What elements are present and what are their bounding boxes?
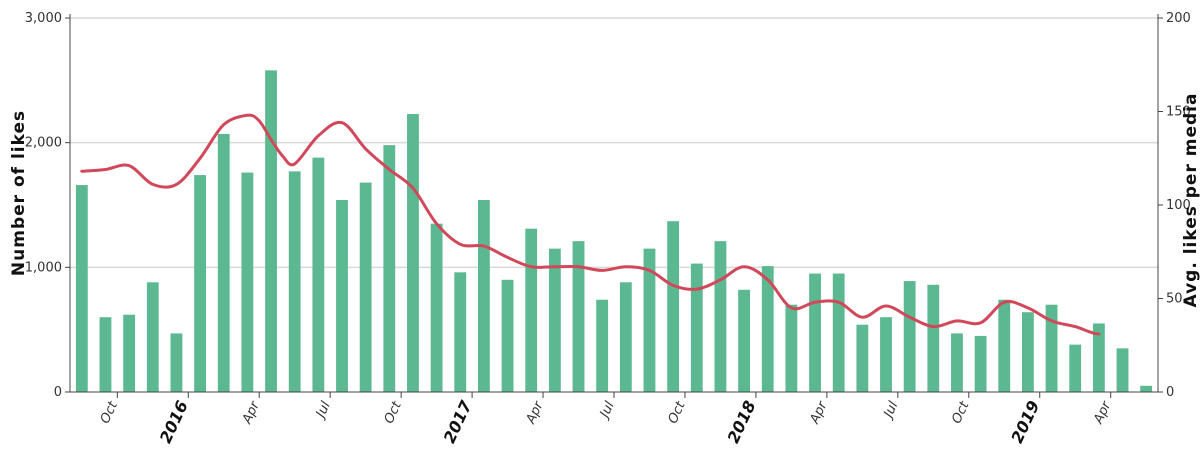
- grid-lines: [70, 17, 1158, 269]
- right-tick-label: 100: [1166, 198, 1191, 213]
- bar: [1069, 344, 1082, 392]
- bar: [761, 266, 774, 392]
- bar: [75, 185, 88, 392]
- bar: [1022, 312, 1034, 392]
- x-year-label: 2016: [156, 398, 192, 446]
- x-month-label: Oct: [949, 399, 972, 427]
- bar: [880, 317, 892, 392]
- bar: [194, 175, 206, 392]
- x-month-label: Apr: [807, 398, 831, 427]
- bar: [525, 228, 538, 392]
- x-month-label: Jul: [596, 399, 618, 423]
- bar: [667, 221, 680, 392]
- bar: [548, 248, 561, 392]
- right-axis-title: Avg. likes per media: [1181, 93, 1201, 308]
- bar: [217, 133, 230, 392]
- x-year-label: 2019: [1007, 398, 1043, 446]
- x-year-label: 2018: [723, 398, 759, 446]
- bar: [856, 324, 869, 392]
- line-series: [80, 113, 1101, 336]
- right-tick-label: 200: [1166, 11, 1191, 26]
- bar: [359, 182, 372, 392]
- left-y-ticks: 0 1,000 2,000 3,000: [25, 11, 70, 400]
- bar: [714, 241, 727, 392]
- right-tick-label: 0: [1166, 385, 1174, 400]
- bar-series: [75, 70, 1153, 393]
- bar: [785, 304, 798, 392]
- bar: [430, 223, 443, 392]
- left-axis-title: Number of likes: [9, 110, 29, 276]
- bar: [903, 281, 916, 392]
- left-tick-label: 2,000: [25, 136, 62, 151]
- bar: [832, 273, 845, 392]
- bar: [170, 333, 183, 392]
- x-month-label: Oct: [98, 399, 121, 427]
- bar: [1140, 385, 1153, 392]
- axes: [69, 14, 1159, 393]
- right-tick-label: 50: [1166, 292, 1183, 307]
- bar: [1092, 323, 1105, 392]
- bar: [265, 70, 277, 393]
- bar: [501, 279, 514, 392]
- bar: [738, 289, 750, 392]
- x-year-label: 2017: [440, 397, 476, 446]
- bar: [407, 113, 419, 392]
- bar: [288, 171, 301, 392]
- avg-likes-line: [80, 113, 1101, 336]
- bar: [596, 299, 609, 392]
- x-month-label: Apr: [523, 398, 547, 427]
- bar: [951, 333, 963, 392]
- bar: [383, 145, 396, 392]
- bar: [1116, 348, 1129, 392]
- bar: [809, 273, 821, 392]
- bar: [146, 282, 159, 392]
- x-month-label: Jul: [880, 399, 902, 423]
- left-tick-label: 0: [54, 385, 62, 400]
- right-y-ticks: 0 50 100 150 200: [1158, 11, 1191, 400]
- bar: [312, 157, 325, 392]
- left-tick-label: 1,000: [25, 260, 62, 275]
- bar: [123, 314, 136, 392]
- bar: [572, 241, 585, 392]
- bar: [998, 299, 1011, 392]
- x-month-label: Apr: [1091, 398, 1115, 427]
- x-month-label: Jul: [312, 399, 334, 423]
- x-month-label: Apr: [239, 398, 263, 427]
- bar: [1045, 304, 1058, 392]
- bar: [619, 282, 632, 392]
- bar: [690, 263, 703, 392]
- bar: [643, 248, 656, 392]
- bar: [478, 200, 490, 392]
- bar: [99, 317, 112, 392]
- right-tick-label: 150: [1166, 105, 1191, 120]
- bar: [927, 284, 940, 392]
- bar: [241, 172, 254, 392]
- x-month-label: Oct: [382, 399, 405, 427]
- left-tick-label: 3,000: [25, 11, 62, 26]
- bar: [336, 200, 348, 392]
- x-month-label: Oct: [665, 399, 688, 427]
- bar: [974, 335, 987, 392]
- x-ticks: Oct 2016 Apr Jul Oct 2017 Apr Jul Oct 2018 Apr Jul O…: [98, 392, 1115, 446]
- bar: [454, 272, 467, 392]
